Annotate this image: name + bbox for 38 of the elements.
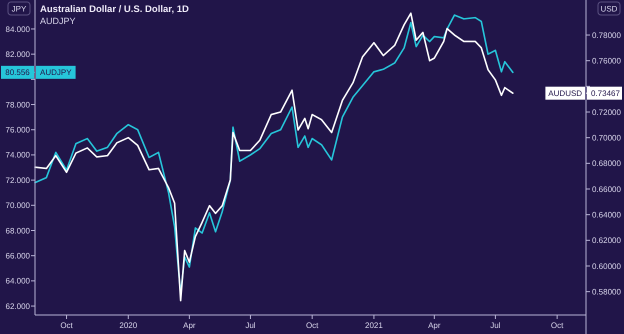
- x-tick-label: Oct: [60, 321, 74, 330]
- x-tick-label: 2020: [119, 321, 138, 330]
- y2-tick-label: 0.73467: [591, 88, 620, 98]
- y-tick-label: 64.000: [6, 276, 31, 286]
- x-tick-label: Jul: [245, 321, 256, 330]
- y2-tick-label: 0.58000: [592, 287, 622, 296]
- y-tick-label: 66.000: [6, 251, 31, 260]
- y2-tick-label: 0.78000: [592, 30, 622, 40]
- y-tick-label: 70.000: [6, 201, 31, 210]
- y-tick-label: 62.000: [6, 302, 31, 311]
- y-tick-label: 72.000: [6, 176, 31, 185]
- y2-tick-label: 0.70000: [592, 133, 622, 142]
- y2-axis-title: USD: [600, 4, 618, 14]
- y-tick-label: 68.000: [6, 226, 31, 236]
- text: AUDUSD: [548, 88, 582, 98]
- y-tick-label: 78.000: [6, 100, 31, 110]
- y-tick-label: 80.556: [5, 68, 30, 78]
- y-tick-label: 76.000: [6, 126, 31, 135]
- x-tick-label: Oct: [306, 321, 320, 330]
- text: AUDJPY: [40, 16, 76, 26]
- x-tick-label: Oct: [550, 321, 564, 330]
- y2-tick-label: 0.64000: [592, 210, 622, 220]
- x-tick-label: Apr: [428, 321, 441, 330]
- y-tick-label: 84.000: [6, 24, 31, 34]
- y2-tick-label: 0.66000: [592, 184, 622, 194]
- y2-tick-label: 0.76000: [592, 56, 622, 66]
- y2-tick-label: 0.68000: [592, 159, 622, 168]
- y2-tick-label: 0.72000: [592, 108, 622, 117]
- x-tick-label: Apr: [183, 321, 196, 330]
- y2-tick-label: 0.62000: [592, 236, 622, 246]
- y2-tick-label: 0.60000: [592, 262, 622, 271]
- chart-title: Australian Dollar / U.S. Dollar, 1D: [40, 4, 190, 15]
- x-tick-label: Jul: [490, 321, 501, 330]
- y-tick-label: 82.000: [6, 50, 31, 59]
- y-axis-title: JPY: [12, 4, 27, 14]
- legend-label: AUDJPY: [40, 68, 72, 78]
- x-tick-label: 2021: [365, 321, 384, 330]
- y-tick-label: 74.000: [6, 150, 31, 160]
